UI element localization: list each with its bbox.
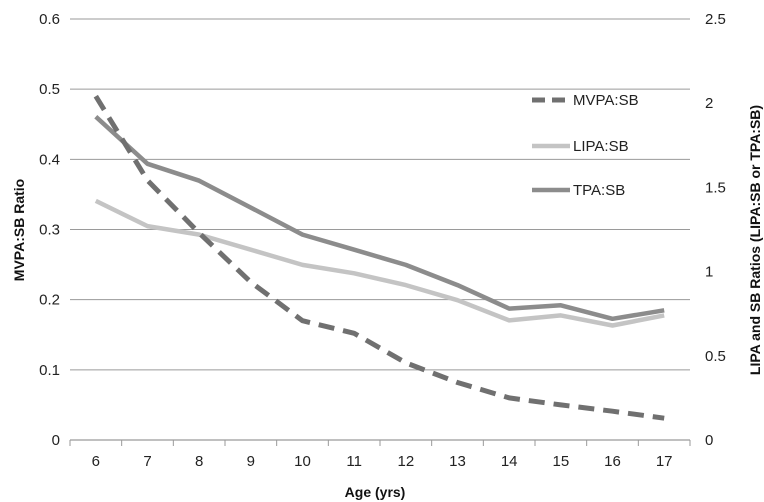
tick-labels: 0 0.1 0.2 0.3 0.4 0.5 0.6 0 0.5 1 1.5 2 2.5 6 7 8 9 10 11 1… [39,11,726,470]
x-tick-label: 12 [397,453,414,470]
x-tick-label: 15 [552,453,569,470]
y2-tick-label: 1 [705,264,713,281]
x-tick-label: 10 [294,453,311,470]
series-line-tpa-sb [94,115,665,322]
y-tick-label: 0.1 [39,362,60,379]
x-tick-label: 17 [656,453,673,470]
y-axis-title: MVPA:SB Ratio [11,179,27,281]
series-line-mvpa-sb [93,94,665,421]
gridlines [69,18,691,446]
y-tick-label: 0.3 [39,222,60,239]
x-tick-label: 14 [501,453,518,470]
x-tick-label: 8 [195,453,203,470]
x-tick-label: 9 [247,453,255,470]
y2-tick-label: 2.5 [705,11,726,28]
legend: MVPA:SB LIPA:SB TPA:SB [532,92,639,199]
x-tick-label: 16 [604,453,621,470]
y-tick-label: 0.6 [39,11,60,28]
x-tick-label: 6 [92,453,100,470]
x-tick-label: 13 [449,453,466,470]
y2-tick-label: 2 [705,95,713,112]
legend-label-tpa-sb: TPA:SB [573,182,625,199]
legend-label-lipa-sb: LIPA:SB [573,138,629,155]
y-tick-label: 0.4 [39,151,60,168]
y2-tick-label: 1.5 [705,179,726,196]
y-tick-label: 0.5 [39,81,60,98]
x-tick-label: 7 [143,453,151,470]
y-tick-label: 0 [52,432,60,449]
series-line-lipa-sb [94,198,665,328]
y2-tick-label: 0 [705,432,713,449]
y2-tick-label: 0.5 [705,348,726,365]
x-tick-label: 11 [346,453,362,470]
y-tick-label: 0.2 [39,292,60,309]
legend-label-mvpa-sb: MVPA:SB [573,92,639,109]
y2-axis-title: LIPA and SB Ratios (LIPA:SB or TPA:SB) [747,105,763,375]
x-axis-title: Age (yrs) [345,484,406,500]
series-lines [93,94,665,421]
